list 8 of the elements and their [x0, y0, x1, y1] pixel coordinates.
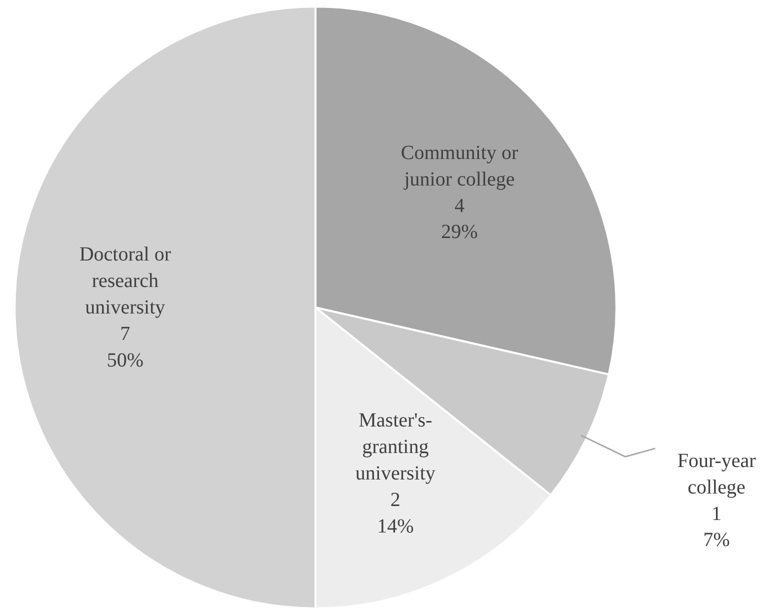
slice-label: Community or junior college [400, 142, 518, 190]
slice-label: Master's-granting university [355, 410, 436, 484]
data-label: 4 29% [441, 194, 478, 244]
data-label: 1 7% [703, 502, 730, 552]
data-label: 2 14% [377, 488, 414, 538]
slice-label: Doctoral or research university [79, 244, 172, 318]
data-label: 7 50% [106, 322, 144, 372]
slice-label: Four-year college [677, 450, 756, 498]
